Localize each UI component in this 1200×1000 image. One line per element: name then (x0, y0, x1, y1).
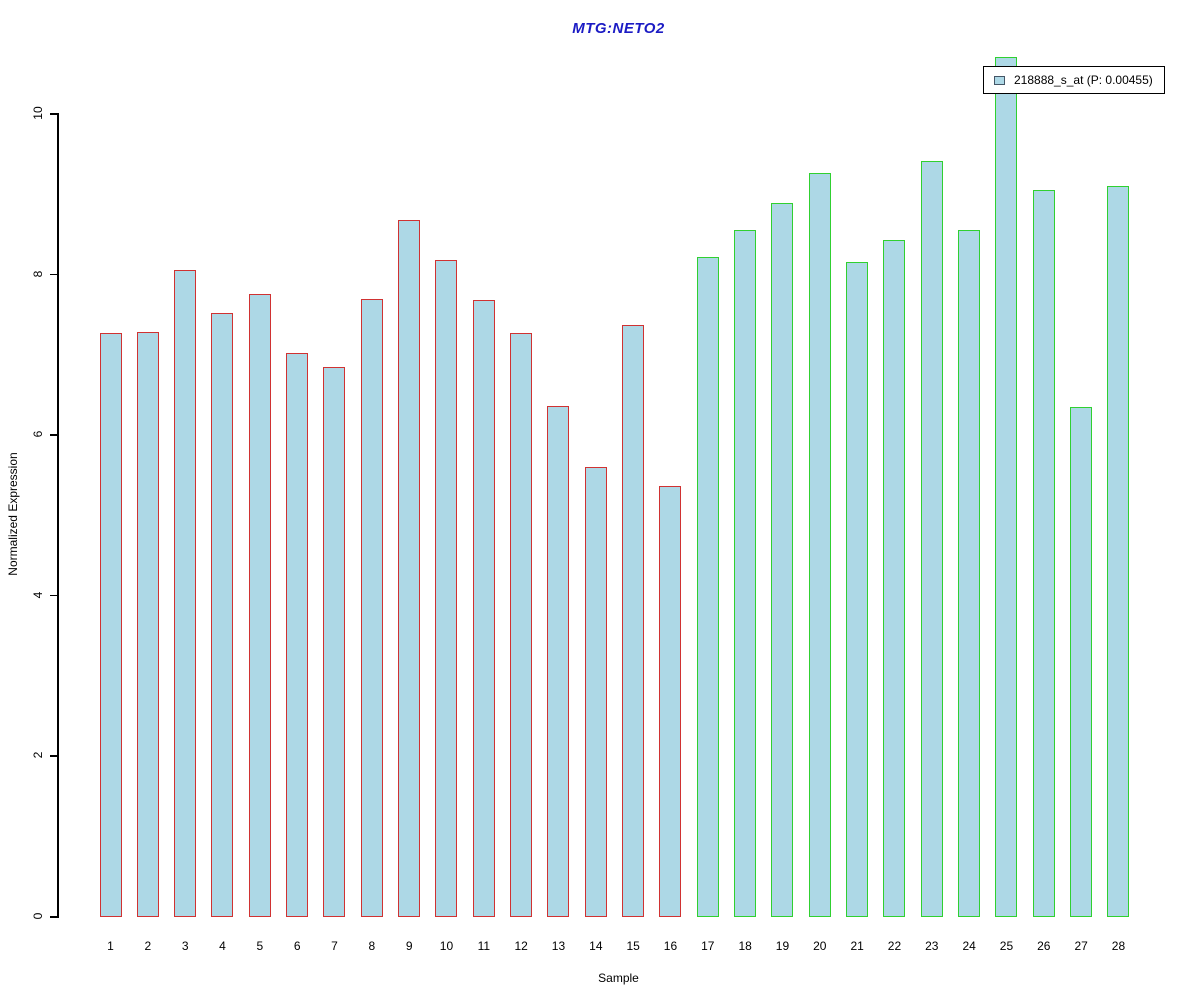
y-axis-tick (50, 916, 57, 918)
x-axis-tick-label-20: 20 (813, 939, 827, 953)
x-axis-tick-label-19: 19 (775, 939, 790, 953)
x-axis-tick-label-23: 23 (925, 939, 939, 953)
bar-sample-19 (771, 202, 794, 918)
bar-sample-24 (958, 230, 981, 918)
x-axis-tick-label-28: 28 (1111, 939, 1126, 953)
x-axis-tick-label-5: 5 (256, 939, 264, 953)
x-axis-tick-label-6: 6 (293, 939, 301, 953)
y-axis-tick-label: 10 (31, 106, 45, 120)
bar-sample-6 (286, 353, 309, 918)
y-axis-tick-label: 6 (31, 430, 45, 438)
x-axis-tick-label-22: 22 (887, 939, 902, 953)
bar-sample-10 (435, 259, 458, 918)
bar-sample-4 (211, 312, 234, 918)
bar-sample-9 (398, 219, 421, 918)
x-axis-tick-label-7: 7 (331, 939, 338, 953)
y-axis-tick (50, 755, 57, 757)
x-axis-tick-label-21: 21 (850, 939, 864, 953)
y-axis-tick-label: 8 (31, 270, 45, 277)
bar-sample-7 (323, 366, 346, 918)
x-axis-tick-label-8: 8 (368, 939, 376, 953)
x-axis-tick-label-15: 15 (626, 939, 640, 953)
legend-box: 218888_s_at (P: 0.00455) (983, 66, 1165, 94)
x-axis-tick-label-2: 2 (144, 939, 152, 953)
bar-sample-23 (920, 161, 943, 918)
y-axis-tick (50, 273, 57, 276)
x-axis-tick-label-1: 1 (107, 939, 114, 953)
bar-sample-18 (734, 230, 757, 918)
y-axis-tick (50, 594, 57, 597)
bar-sample-14 (584, 467, 607, 918)
bar-sample-22 (883, 239, 906, 918)
y-axis-tick (50, 113, 57, 115)
bar-sample-28 (1107, 186, 1130, 918)
x-axis-tick-label-26: 26 (1037, 939, 1051, 953)
legend-swatch-icon (994, 75, 1005, 85)
x-axis-tick-label-13: 13 (551, 939, 566, 953)
bar-sample-5 (248, 294, 271, 918)
bar-sample-12 (510, 333, 533, 918)
y-axis-line (57, 113, 59, 918)
x-axis-tick-label-4: 4 (219, 939, 226, 953)
bar-sample-3 (174, 270, 197, 918)
x-axis-tick-label-27: 27 (1074, 939, 1088, 953)
bar-sample-2 (136, 332, 159, 918)
x-axis-tick-label-11: 11 (477, 939, 491, 953)
chart-title: MTG:NETO2 (572, 20, 665, 37)
x-axis-tick-label-24: 24 (962, 939, 976, 953)
bar-sample-8 (360, 299, 383, 918)
x-axis-title: Sample (598, 971, 639, 985)
x-axis-tick-label-12: 12 (514, 939, 528, 953)
x-axis-tick-label-10: 10 (439, 939, 454, 953)
bar-sample-1 (99, 333, 122, 918)
bar-sample-15 (622, 324, 645, 918)
x-axis-tick-label-9: 9 (405, 939, 413, 953)
bar-sample-25 (995, 56, 1018, 918)
bar-sample-11 (472, 300, 495, 918)
bar-sample-13 (547, 406, 570, 918)
x-axis-tick-label-25: 25 (999, 939, 1014, 953)
x-axis-tick-label-18: 18 (738, 939, 752, 953)
y-axis-tick (50, 434, 57, 436)
y-axis-tick-label: 2 (31, 752, 45, 759)
x-axis-tick-label-14: 14 (589, 939, 603, 953)
bar-sample-20 (808, 173, 831, 918)
legend-label: 218888_s_at (P: 0.00455) (1014, 73, 1153, 87)
x-axis-tick-label-3: 3 (181, 939, 189, 953)
bar-sample-17 (696, 256, 719, 918)
y-axis-tick-label: 0 (31, 912, 45, 920)
bar-sample-26 (1032, 190, 1055, 918)
x-axis-tick-label-17: 17 (701, 939, 715, 953)
x-axis-tick-label-16: 16 (663, 939, 678, 953)
bar-sample-16 (659, 486, 682, 918)
y-axis-tick-label: 4 (31, 591, 45, 599)
bar-sample-21 (846, 262, 869, 918)
bar-sample-27 (1070, 406, 1093, 918)
